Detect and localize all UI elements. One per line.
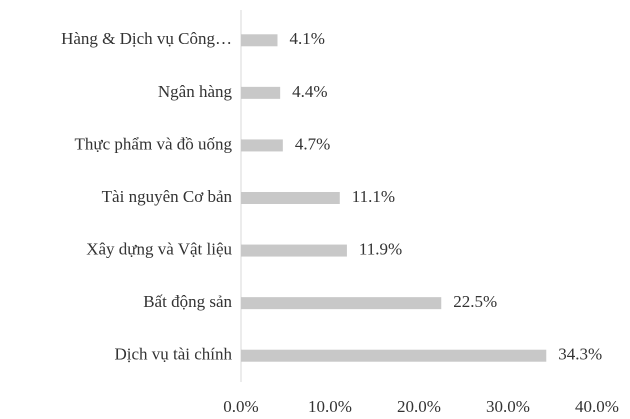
x-tick-label: 0.0%	[223, 397, 258, 416]
y-tick-label: Hàng & Dịch vụ Công…	[61, 29, 232, 48]
bar	[241, 34, 278, 47]
data-label: 4.7%	[295, 134, 330, 153]
y-tick-label: Thực phẩm và đồ uống	[75, 134, 233, 153]
y-tick-label: Dịch vụ tài chính	[114, 345, 232, 364]
data-label: 34.3%	[558, 345, 602, 364]
bar	[241, 349, 547, 362]
data-label: 11.1%	[352, 187, 395, 206]
bar	[241, 192, 340, 204]
bar	[241, 86, 281, 99]
x-tick-label: 10.0%	[308, 397, 352, 416]
data-label: 4.4%	[292, 82, 327, 101]
y-tick-label: Xây dựng và Vật liệu	[86, 239, 232, 258]
y-tick-label: Ngân hàng	[158, 82, 233, 101]
data-label: 22.5%	[453, 292, 497, 311]
x-tick-label: 40.0%	[575, 397, 619, 416]
y-tick-label: Bất động sản	[143, 292, 232, 311]
x-tick-label: 20.0%	[397, 397, 441, 416]
y-tick-label: Tài nguyên Cơ bản	[102, 187, 233, 206]
bar	[241, 297, 442, 310]
bar	[241, 139, 283, 152]
data-label: 4.1%	[289, 29, 324, 48]
data-label: 11.9%	[359, 239, 402, 258]
bar	[241, 244, 347, 257]
x-tick-label: 30.0%	[486, 397, 530, 416]
